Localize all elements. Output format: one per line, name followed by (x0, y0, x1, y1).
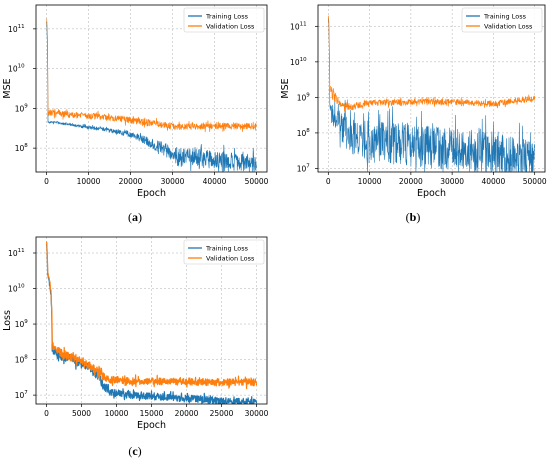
y-tick-label: 108 (15, 355, 29, 365)
x-tick-label: 5000 (72, 409, 91, 418)
chart-b-svg: 0 10000 20000 30000 40000 50000 107 108 109 1010 1… (280, 4, 547, 199)
caption-a: (a) (120, 210, 150, 225)
x-tick-label: 30000 (245, 409, 269, 418)
caption-a-letter: a (132, 210, 138, 224)
x-axis-label: Epoch (417, 188, 446, 199)
y-tick-label: 107 (297, 163, 311, 173)
legend: Training Loss Validation Loss (183, 7, 265, 33)
series-line-validation (327, 15, 536, 112)
x-tick-label: 20000 (175, 409, 199, 418)
x-tick-label: 25000 (210, 409, 234, 418)
x-tick-label: 50000 (523, 177, 547, 186)
x-tick-label: 10000 (358, 177, 382, 186)
series-line-training (328, 18, 535, 172)
legend-label: Training Loss (205, 245, 249, 253)
y-axis-label: MSE (280, 78, 291, 98)
caption-c-letter: c (132, 444, 138, 458)
x-tick-label: 30000 (161, 177, 185, 186)
x-tick-label: 0 (326, 177, 331, 186)
chart-c-svg: 0 5000 10000 15000 20000 25000 30000 107 108 109 1… (2, 236, 269, 431)
x-tick-label: 20000 (399, 177, 423, 186)
y-tick-label: 1011 (8, 248, 25, 258)
caption-b-letter: b (409, 210, 417, 224)
y-tick-label: 107 (15, 390, 29, 400)
y-tick-label: 109 (297, 92, 311, 102)
caption-c: (c) (120, 444, 150, 459)
series-line-training (46, 21, 257, 172)
x-tick-label: 10000 (105, 409, 129, 418)
x-tick-label: 40000 (481, 177, 505, 186)
legend-label: Validation Loss (484, 23, 533, 31)
chart-b: 0 10000 20000 30000 40000 50000 107 108 109 1010 1… (278, 0, 550, 205)
legend: Training Loss Validation Loss (183, 239, 265, 265)
legend-label: Training Loss (483, 13, 527, 21)
legend-box (183, 239, 265, 265)
y-tick-label: 108 (15, 143, 29, 153)
legend-label: Validation Loss (206, 255, 255, 263)
y-axis-label: MSE (2, 78, 13, 98)
x-axis-label: Epoch (137, 420, 166, 431)
x-tick-label: 0 (44, 409, 49, 418)
y-axis-label: Loss (2, 310, 13, 331)
y-tick-label: 1011 (8, 24, 25, 34)
x-tick-label: 40000 (203, 177, 227, 186)
plot-frame (35, 4, 268, 173)
x-axis-label: Epoch (137, 188, 166, 199)
x-tick-label: 10000 (77, 177, 101, 186)
series-line-validation (46, 18, 257, 133)
caption-c-open: ( (128, 444, 133, 458)
legend-box (183, 7, 265, 33)
y-tick-label: 1010 (290, 57, 307, 67)
x-tick-label: 0 (44, 177, 49, 186)
legend: Training Loss Validation Loss (461, 7, 543, 33)
caption-a-open: ( (128, 210, 132, 224)
legend-label: Validation Loss (206, 23, 255, 31)
caption-b-close: ) (416, 210, 421, 224)
caption-b: (b) (398, 210, 428, 225)
x-tick-label: 20000 (119, 177, 143, 186)
x-tick-label: 30000 (440, 177, 464, 186)
x-tick-label: 15000 (140, 409, 164, 418)
x-tick-label: 50000 (245, 177, 269, 186)
plot-frame (317, 4, 546, 173)
caption-c-close: ) (137, 444, 142, 458)
legend-label: Training Loss (205, 13, 249, 21)
y-tick-label: 108 (297, 128, 311, 138)
y-tick-label: 1010 (8, 64, 25, 74)
y-tick-label: 1010 (8, 284, 25, 294)
chart-a-svg: 0 10000 20000 30000 40000 50000 108 109 1010 1011… (2, 4, 269, 199)
chart-c: 0 5000 10000 15000 20000 25000 30000 107 108 109 1… (0, 232, 272, 437)
chart-a: 0 10000 20000 30000 40000 50000 108 109 1010 1011… (0, 0, 272, 205)
y-tick-label: 109 (15, 319, 29, 329)
series-line-validation (45, 241, 258, 390)
caption-a-close: ) (138, 210, 142, 224)
caption-b-open: ( (405, 210, 410, 224)
y-tick-label: 109 (15, 103, 29, 113)
y-tick-label: 1011 (290, 21, 307, 31)
legend-box (461, 7, 543, 33)
